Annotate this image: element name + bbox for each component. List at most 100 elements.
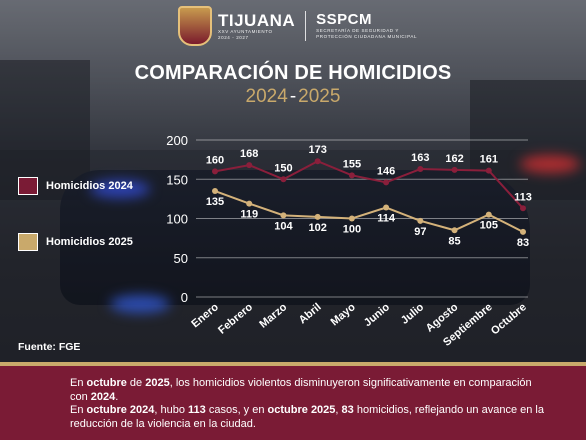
data-point	[383, 204, 390, 211]
footer-text: homicidios, reflejando un avance en la r…	[70, 404, 544, 430]
agency-block: SSPCM SECRETARÍA DE SEGURIDAD Y PROTECCI…	[316, 12, 417, 40]
y-tick-label: 0	[181, 290, 188, 305]
footer-paragraph-2: En octubre 2024, hubo 113 casos, y en oc…	[0, 404, 586, 431]
x-tick-label: Abril	[297, 301, 324, 326]
y-tick-label: 100	[166, 212, 188, 227]
city-sub1: XXV AYUNTAMIENTO	[218, 28, 273, 34]
subtitle-year-b: 2025	[298, 86, 341, 107]
footer-emph: 2024	[90, 390, 116, 403]
data-point	[212, 188, 218, 195]
city-sub2: 2024 - 2027	[218, 34, 249, 40]
background-building	[0, 60, 90, 200]
footer-emph: 113	[188, 404, 206, 416]
x-tick-label: Julio	[399, 301, 427, 327]
data-label: 97	[414, 226, 426, 238]
agency-sub1: SECRETARÍA DE SEGURIDAD Y	[316, 28, 400, 33]
background-light	[90, 180, 150, 198]
header-logo: TIJUANA XXV AYUNTAMIENTO 2024 - 2027 SSP…	[178, 6, 417, 46]
footer-emph: octubre 2024	[86, 404, 155, 416]
y-tick-label: 50	[174, 251, 188, 266]
chart-title: COMPARACIÓN DE HOMICIDIOS	[134, 62, 452, 84]
legend-swatch-2024	[18, 177, 38, 195]
source-note: Fuente: FGE	[18, 341, 81, 353]
footer-panel: En octubre de 2025, los homicidios viole…	[0, 362, 586, 440]
chart-subtitle: 2024-2025	[0, 86, 586, 108]
data-point	[246, 200, 253, 207]
footer-emph: 2025	[145, 377, 170, 389]
agency-name: SSPCM	[316, 11, 373, 28]
data-label: 114	[377, 213, 396, 225]
data-label: 150	[274, 162, 292, 174]
data-point	[383, 179, 390, 186]
data-label: 160	[206, 154, 224, 166]
legend-item-2024: Homicidios 2024	[18, 177, 133, 195]
background-light	[110, 295, 170, 313]
series-line-2025	[214, 190, 524, 233]
x-tick-label: Octubre	[489, 301, 529, 337]
data-label: 85	[448, 235, 460, 247]
footer-text: En	[70, 377, 87, 389]
data-point	[451, 227, 458, 234]
footer-text: En	[70, 404, 87, 416]
data-label: 105	[480, 220, 498, 232]
data-point	[451, 166, 458, 173]
data-label: 100	[343, 224, 361, 236]
data-point	[280, 176, 287, 183]
series-line-2024	[214, 160, 524, 209]
x-tick-label: Junio	[362, 301, 392, 329]
data-label: 162	[445, 153, 463, 165]
data-point	[485, 211, 492, 218]
data-point	[280, 212, 287, 219]
footer-emph: octubre	[86, 377, 127, 389]
footer-text: , los homicidios violentos disminuyeron …	[70, 377, 532, 403]
data-point	[314, 158, 321, 165]
subtitle-dash: -	[289, 86, 297, 107]
data-label: 155	[343, 158, 361, 170]
data-label: 135	[206, 196, 224, 208]
city-seal-icon	[178, 6, 212, 46]
data-point	[520, 205, 526, 212]
footer-text: , hubo	[154, 404, 189, 416]
legend-label-2025: Homicidios 2025	[46, 236, 133, 248]
city-name: TIJUANA	[218, 10, 296, 30]
data-label: 163	[411, 152, 429, 164]
agency-sub2: PROTECCIÓN CIUDADANA MUNICIPAL	[316, 34, 418, 39]
logo-divider	[305, 11, 307, 41]
data-point	[417, 217, 424, 224]
legend-swatch-2025	[18, 233, 38, 251]
data-point	[348, 215, 355, 222]
footer-paragraph-1: En octubre de 2025, los homicidios viole…	[0, 366, 586, 404]
data-point	[520, 228, 526, 235]
data-label: 102	[308, 222, 326, 234]
x-tick-label: Mayo	[329, 301, 358, 328]
data-label: 119	[240, 209, 258, 221]
data-label: 168	[240, 148, 258, 160]
legend-item-2025: Homicidios 2025	[18, 233, 133, 251]
footer-emph: octubre 2025	[267, 404, 336, 416]
data-label: 113	[514, 191, 532, 203]
y-tick-label: 200	[166, 133, 188, 148]
data-point	[212, 168, 218, 175]
data-label: 161	[480, 154, 498, 166]
footer-text: de	[126, 377, 146, 389]
data-point	[314, 213, 321, 220]
data-label: 146	[377, 165, 395, 177]
footer-emph: 83	[341, 404, 354, 416]
legend-label-2024: Homicidios 2024	[46, 180, 133, 192]
data-point	[246, 162, 253, 169]
x-tick-label: Marzo	[257, 301, 289, 331]
data-label: 83	[517, 237, 529, 249]
data-point	[485, 167, 492, 174]
subtitle-year-a: 2024	[245, 86, 288, 107]
data-label: 173	[308, 144, 326, 156]
background-light	[520, 155, 580, 173]
footer-text: casos, y en	[205, 404, 268, 416]
footer-text: .	[115, 390, 119, 403]
data-point	[417, 166, 424, 173]
data-label: 104	[274, 220, 293, 232]
data-point	[348, 172, 355, 179]
city-block: TIJUANA XXV AYUNTAMIENTO 2024 - 2027	[218, 12, 295, 41]
footer-text: ,	[335, 404, 342, 416]
